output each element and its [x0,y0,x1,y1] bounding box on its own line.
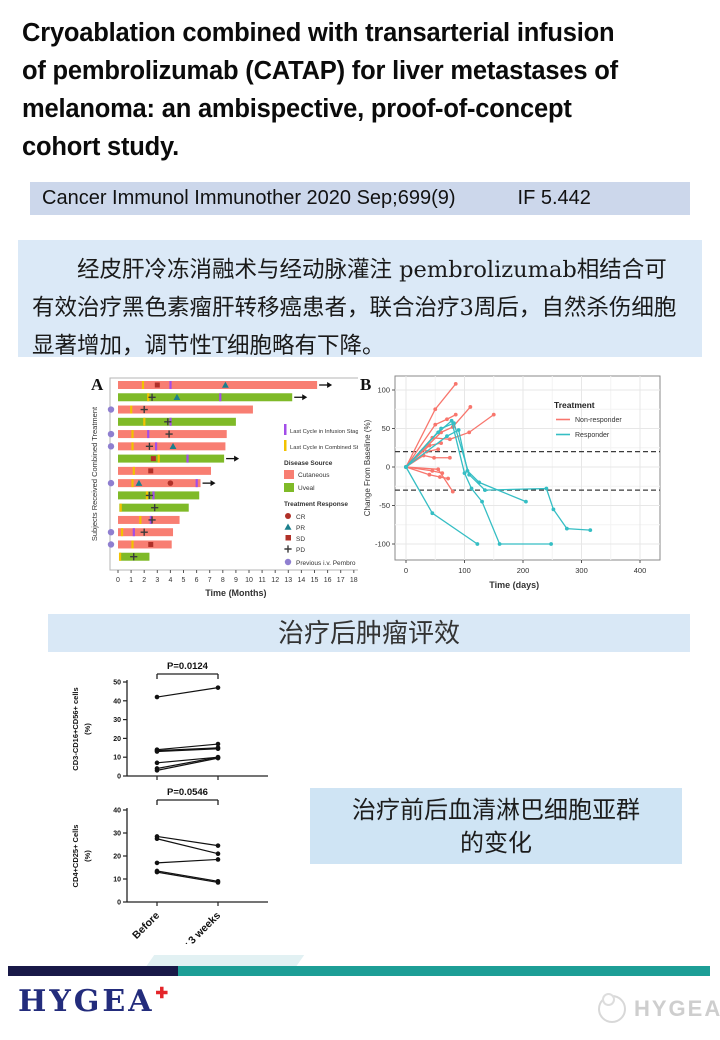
svg-text:400: 400 [634,566,647,575]
svg-text:40: 40 [113,808,121,815]
svg-text:11: 11 [258,577,265,584]
svg-text:10: 10 [113,877,121,884]
svg-text:Subjects Received Combined Tre: Subjects Received Combined Treatment [90,406,99,541]
svg-text:17: 17 [337,577,345,584]
nk-cell-paired-plot: P=0.0124 0 10 20 30 40 50 CD3-CD16+CD56+ cells(… [60,656,280,784]
svg-text:A: A [91,375,104,394]
svg-text:Non-responder: Non-responder [575,417,622,424]
svg-text:15: 15 [311,577,319,584]
svg-text:14: 14 [298,577,306,584]
svg-text:Disease Source: Disease Source [284,460,333,467]
caption-tumor-response: 治疗后肿瘤评效 [48,614,690,652]
svg-text:0: 0 [386,463,390,472]
svg-text:20: 20 [113,854,121,861]
page-title: Cryoablation combined with transarterial… [22,14,712,166]
svg-text:Last Cycle in Combined Stage: Last Cycle in Combined Stage [290,445,368,451]
svg-text:Treatment: Treatment [554,400,595,410]
hygea-watermark-text: HYGEA [634,996,720,1021]
svg-text:30: 30 [113,717,121,724]
hygea-logo-text: HYGEA [18,984,155,1019]
title-line-4: cohort study. [22,133,180,161]
svg-text:P=0.0546: P=0.0546 [167,787,208,798]
svg-text:3: 3 [155,577,159,584]
svg-text:40: 40 [113,698,121,705]
journal-citation: Cancer Immunol Immunother 2020 Sep;699(9… [42,187,456,209]
svg-text:SD: SD [296,536,305,543]
impact-factor: IF 5.442 [517,187,591,209]
svg-text:Change From Baseline (%): Change From Baseline (%) [363,419,372,516]
svg-text:4: 4 [168,577,172,584]
svg-text:8: 8 [221,577,225,584]
svg-text:18: 18 [350,577,358,584]
svg-text:After 3 weeks: After 3 weeks [167,910,223,944]
footer-teal-bar [178,966,710,976]
svg-text:9: 9 [234,577,238,584]
svg-text:10: 10 [113,755,121,762]
svg-text:300: 300 [575,566,588,575]
title-line-2: of pembrolizumab (CATAP) for liver metas… [22,57,618,85]
svg-text:Uveal: Uveal [298,485,315,492]
svg-text:Before: Before [130,910,162,942]
svg-text:Time (days): Time (days) [489,580,539,590]
title-line-1: Cryoablation combined with transarterial… [22,19,615,47]
svg-text:0: 0 [117,774,121,781]
svg-text:(%): (%) [83,723,92,735]
svg-text:0: 0 [116,577,120,584]
caption-lymphocyte-line-2: 的变化 [460,829,532,857]
spider-plot-panel-b: B -100 -50 0 50 100 0 100 200 300 400 Time (days) Ch… [358,368,690,608]
svg-text:-50: -50 [379,501,390,510]
caption-lymphocyte-line-1: 治疗前后血清淋巴细胞亚群 [352,796,640,824]
hygea-logo: HYGEA✚ [18,984,168,1019]
svg-text:PR: PR [296,525,305,532]
hygea-watermark: HYGEA [598,993,720,1023]
citation-bar: Cancer Immunol Immunother 2020 Sep;699(9… [30,182,690,215]
svg-text:10: 10 [245,577,253,584]
svg-text:100: 100 [458,566,471,575]
svg-text:-100: -100 [375,540,390,549]
summary-box: 经皮肝冷冻消融术与经动脉灌注 pembrolizumab相结合可有效治疗黑色素瘤… [18,240,702,359]
svg-text:CD3-CD16+CD56+ cells: CD3-CD16+CD56+ cells [71,687,80,770]
svg-text:(%): (%) [83,850,92,862]
svg-text:Previous i.v. Pembro: Previous i.v. Pembro [296,560,356,567]
svg-text:30: 30 [113,831,121,838]
title-line-3: melanoma: an ambispective, proof-of-conc… [22,95,572,123]
svg-text:50: 50 [113,680,121,687]
svg-text:6: 6 [195,577,199,584]
svg-text:12: 12 [271,577,279,584]
svg-text:Treatment Response: Treatment Response [284,501,348,508]
red-cross-icon: ✚ [155,984,169,1002]
summary-text: 经皮肝冷冻消融术与经动脉灌注 pembrolizumab相结合可有效治疗黑色素瘤… [32,257,677,359]
svg-text:Time (Months): Time (Months) [205,588,266,598]
svg-text:0: 0 [117,900,121,907]
svg-text:200: 200 [517,566,530,575]
svg-text:CD4+CD25+ Cells: CD4+CD25+ Cells [71,825,80,888]
svg-text:100: 100 [377,386,390,395]
svg-text:CR: CR [296,514,306,521]
svg-text:50: 50 [382,424,390,433]
svg-text:1: 1 [129,577,133,584]
svg-text:Cutaneous: Cutaneous [298,472,330,479]
svg-text:B: B [360,375,371,394]
svg-text:2: 2 [142,577,146,584]
svg-text:PD: PD [296,547,305,554]
svg-text:20: 20 [113,736,121,743]
treg-cell-paired-plot: P=0.0546 0 10 20 30 40 CD4+CD25+ Cells (%) Befor… [60,784,280,944]
hygea-emblem-icon [598,993,626,1023]
svg-text:Last Cycle in Infusion Stage: Last Cycle in Infusion Stage [290,429,362,435]
svg-text:7: 7 [208,577,212,584]
svg-text:16: 16 [324,577,332,584]
footer-navy-bar [8,966,178,976]
svg-text:Responder: Responder [575,432,610,439]
svg-text:5: 5 [182,577,186,584]
svg-text:P=0.0124: P=0.0124 [167,661,209,672]
svg-text:0: 0 [404,566,408,575]
svg-text:13: 13 [284,577,292,584]
caption-lymphocyte-subsets: 治疗前后血清淋巴细胞亚群 的变化 [310,788,682,864]
